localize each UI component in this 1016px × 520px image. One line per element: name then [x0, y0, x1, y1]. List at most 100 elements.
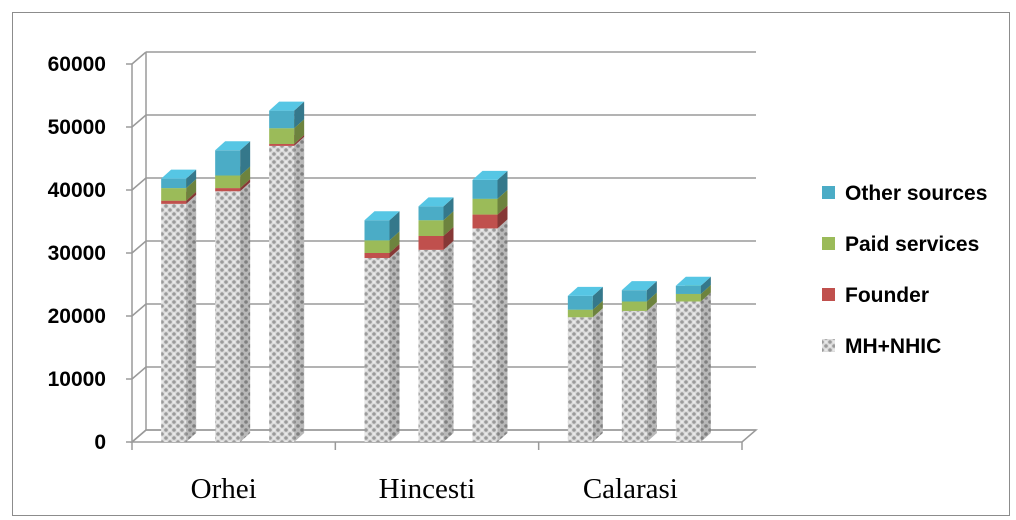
- bar-segment-other-sources-side: [186, 169, 197, 189]
- bar-segment-other-sources: [675, 285, 701, 294]
- bar-segment-other-sources-top: [364, 211, 400, 221]
- legend-label: Other sources: [845, 182, 987, 205]
- bar-segment-paid-services-side: [443, 211, 454, 236]
- legend-swatch: [822, 288, 835, 301]
- bar-segment-mh-nhic-side: [443, 240, 454, 442]
- legend-swatch: [822, 186, 835, 199]
- gridline-diagonal: [131, 303, 147, 317]
- bar-segment-paid-services-side: [592, 300, 603, 318]
- bar-segment-other-sources: [567, 295, 593, 310]
- y-tick-label: 40000: [48, 179, 106, 202]
- bar-segment-paid-services-side: [240, 166, 251, 189]
- y-tick-label: 10000: [48, 368, 106, 391]
- bar-segment-mh-nhic: [621, 310, 647, 442]
- bar-segment-other-sources-top: [675, 276, 711, 286]
- bar-segment-paid-services-side: [389, 231, 400, 253]
- bar-segment-founder-side: [294, 135, 305, 146]
- bar-segment-paid-services: [269, 128, 295, 145]
- bar-segment-paid-services: [161, 188, 187, 201]
- bar-segment-founder: [215, 188, 241, 192]
- bar-segment-other-sources-side: [646, 281, 657, 302]
- bar-segment-other-sources-side: [497, 170, 508, 199]
- bar-segment-other-sources-side: [389, 211, 400, 241]
- bar-segment-paid-services: [567, 309, 593, 318]
- x-category-label: Hincesti: [379, 473, 476, 505]
- bar-segment-mh-nhic-side: [700, 292, 711, 442]
- axis-labels: 0 10000 20000 30000 40000 50000 60000 Orhei Hinc…: [48, 53, 678, 505]
- bar-segment-paid-services: [418, 220, 444, 236]
- bar-segment-other-sources: [418, 206, 444, 221]
- bar-segment-paid-services: [472, 198, 498, 215]
- bar-segment-other-sources-top: [621, 281, 657, 291]
- bar-segment-other-sources: [472, 179, 498, 199]
- bar-segment-other-sources: [621, 290, 647, 302]
- bar-segment-other-sources-side: [700, 276, 711, 294]
- legend-label: Paid services: [845, 233, 979, 256]
- bar-segment-paid-services-side: [646, 292, 657, 311]
- bar-segment-founder: [364, 253, 390, 259]
- bar-segment-other-sources-top: [472, 170, 508, 180]
- y-tick-label: 0: [94, 431, 106, 454]
- bar-segment-paid-services-side: [294, 119, 305, 145]
- y-tick-label: 50000: [48, 116, 106, 139]
- bar-segment-other-sources-side: [592, 286, 603, 310]
- axes: [126, 52, 759, 450]
- bar-segment-founder: [161, 200, 187, 204]
- bar-segment-mh-nhic-side: [294, 136, 305, 442]
- y-tick-label: 30000: [48, 242, 106, 265]
- gridline-diagonal: [131, 177, 147, 191]
- bar-segment-other-sources-top: [161, 169, 197, 179]
- x-category-label: Orhei: [191, 473, 257, 505]
- bar-segment-other-sources-top: [418, 197, 454, 207]
- bar-segment-mh-nhic: [567, 317, 593, 442]
- bar-segment-other-sources: [269, 110, 295, 129]
- bar-segment-mh-nhic-side: [389, 249, 400, 442]
- legend-label: MH+NHIC: [845, 335, 941, 358]
- bar-segment-other-sources-side: [443, 197, 454, 221]
- bar-segment-mh-nhic-side: [186, 194, 197, 442]
- bars: [161, 101, 711, 442]
- gridline-diagonal: [131, 114, 147, 128]
- bar-segment-paid-services-side: [700, 284, 711, 302]
- bar-segment-other-sources-top: [269, 101, 305, 111]
- bar-segment-paid-services: [215, 175, 241, 189]
- x-category-label: Calarasi: [583, 473, 678, 505]
- bar-segment-mh-nhic-side: [646, 301, 657, 442]
- legend: Other sources Paid services Founder MH+NHIC: [822, 182, 987, 358]
- bar-segment-paid-services: [621, 301, 647, 311]
- bar-segment-mh-nhic-side: [592, 308, 603, 442]
- legend-label: Founder: [845, 284, 929, 307]
- y-tick-label: 20000: [48, 305, 106, 328]
- bar-segment-founder: [472, 214, 498, 229]
- bar-segment-mh-nhic: [472, 228, 498, 442]
- bar-segment-mh-nhic: [215, 191, 241, 442]
- bar-segment-founder-side: [389, 244, 400, 259]
- bar-segment-founder-side: [443, 226, 454, 250]
- bar-segment-other-sources-side: [240, 141, 251, 176]
- bar-segment-paid-services-side: [497, 189, 508, 215]
- bar-segment-mh-nhic: [364, 258, 390, 442]
- bar-segment-mh-nhic: [269, 145, 295, 442]
- bar-segment-founder: [418, 235, 444, 250]
- gridline-diagonal: [131, 366, 147, 380]
- bar-segment-other-sources-side: [294, 101, 305, 129]
- bar-segment-paid-services: [364, 240, 390, 253]
- gridline-diagonal: [131, 240, 147, 254]
- bar-segment-founder: [269, 144, 295, 146]
- bar-segment-mh-nhic-side: [240, 182, 251, 442]
- bar-segment-founder-side: [240, 179, 251, 192]
- bar-segment-other-sources-top: [567, 286, 603, 296]
- bar-segment-mh-nhic: [675, 301, 701, 442]
- legend-swatch: [822, 339, 835, 352]
- y-tick-label: 60000: [48, 53, 106, 76]
- bar-segment-other-sources-top: [215, 141, 251, 151]
- bar-segment-founder-side: [186, 191, 197, 204]
- bar-segment-paid-services-side: [186, 179, 197, 201]
- bar-segment-mh-nhic-side: [497, 219, 508, 442]
- gridline-diagonal: [131, 51, 147, 65]
- bar-segment-mh-nhic: [161, 203, 187, 442]
- bar-segment-mh-nhic: [418, 249, 444, 442]
- bar-segment-other-sources: [215, 150, 241, 176]
- bar-segment-paid-services: [675, 293, 701, 302]
